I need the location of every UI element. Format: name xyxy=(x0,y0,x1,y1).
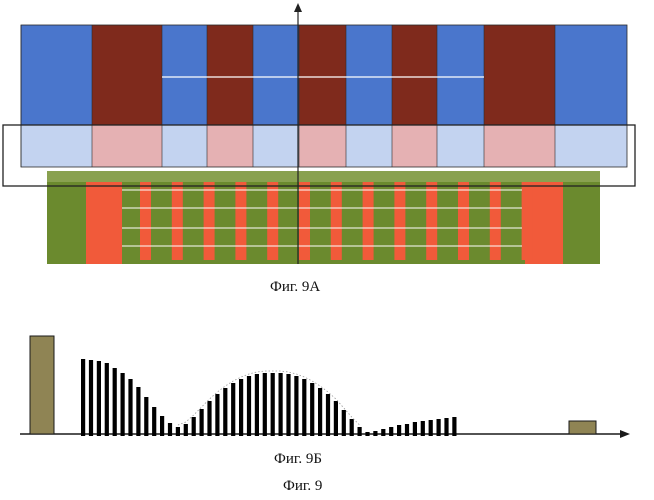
band-orange-stripe xyxy=(394,182,405,260)
signal-bar xyxy=(105,363,109,436)
stripe-blue xyxy=(21,25,92,125)
signal-bar xyxy=(184,424,188,436)
signal-bar xyxy=(318,388,322,436)
band-orange-stripe xyxy=(331,182,342,260)
signal-bar xyxy=(421,421,425,436)
signal-bar xyxy=(128,379,132,436)
stripe-red-light xyxy=(207,125,253,167)
stripe-blue xyxy=(555,25,627,125)
signal-bar xyxy=(263,373,267,436)
band-orange-stripe xyxy=(235,182,246,260)
signal-bar xyxy=(121,373,125,436)
stripe-red-light xyxy=(299,125,346,167)
band-orange-stripe xyxy=(522,182,533,260)
signal-bar xyxy=(405,424,409,436)
stripe-blue-light xyxy=(162,125,207,167)
signal-bar xyxy=(200,409,204,436)
signal-bar xyxy=(310,383,314,436)
signal-bar xyxy=(144,397,148,436)
caption-fig-9: Фиг. 9 xyxy=(283,478,322,495)
signal-bar xyxy=(89,360,93,436)
band-background xyxy=(47,171,600,264)
signal-bar xyxy=(334,401,338,436)
signal-bar xyxy=(192,417,196,436)
signal-bar xyxy=(429,420,433,436)
stripe-red-light xyxy=(92,125,162,167)
stripe-pattern xyxy=(21,25,627,167)
signal-bar xyxy=(231,383,235,436)
signal-bar xyxy=(176,427,180,436)
signal-bar xyxy=(350,419,354,436)
signal-bar xyxy=(239,379,243,436)
signal-bar xyxy=(81,359,85,436)
signal-bar xyxy=(255,374,259,436)
band-orange-stripe xyxy=(204,182,215,260)
signal-bar xyxy=(271,373,275,436)
signal-bar xyxy=(397,425,401,436)
signal-bar xyxy=(168,423,172,436)
end-bar-left xyxy=(30,336,54,434)
vertical-axis-arrow xyxy=(294,3,302,12)
figure-9a-diagram xyxy=(3,3,635,264)
stripe-blue xyxy=(253,25,299,125)
band-top-shade xyxy=(47,171,600,182)
x-axis-arrow xyxy=(620,430,630,438)
stripe-blue xyxy=(162,25,207,125)
band-orange-block xyxy=(86,182,122,264)
envelope-curve xyxy=(178,371,360,425)
stripe-blue-light xyxy=(437,125,484,167)
band-orange-stripe xyxy=(490,182,501,260)
signal-bar xyxy=(326,394,330,436)
caption-fig-9a: Фиг. 9А xyxy=(270,279,320,296)
stripe-red xyxy=(299,25,346,125)
signal-bar xyxy=(160,416,164,436)
signal-bar xyxy=(286,374,290,436)
caption-fig-9b: Фиг. 9Б xyxy=(274,451,322,468)
band-orange-stripe xyxy=(426,182,437,260)
stripe-blue-light xyxy=(555,125,627,167)
band-orange-stripe xyxy=(140,182,151,260)
signal-bar xyxy=(381,429,385,436)
stripe-blue-light xyxy=(346,125,392,167)
signal-bar xyxy=(389,427,393,436)
signal-bar xyxy=(452,417,456,436)
color-band xyxy=(47,171,600,264)
signal-bar xyxy=(215,394,219,436)
signal-bar xyxy=(413,422,417,436)
stripe-red xyxy=(207,25,253,125)
stripe-red xyxy=(92,25,162,125)
signal-bar xyxy=(279,373,283,436)
stripe-blue-light xyxy=(21,125,92,167)
signal-bar xyxy=(302,379,306,436)
stripe-blue xyxy=(437,25,484,125)
band-orange-stripe xyxy=(363,182,374,260)
signal-bar xyxy=(365,432,369,436)
stripe-red xyxy=(484,25,555,125)
band-orange-stripe xyxy=(172,182,183,260)
band-orange-stripe xyxy=(458,182,469,260)
stripe-red-light xyxy=(484,125,555,167)
signal-bar xyxy=(97,361,101,436)
stripe-blue xyxy=(346,25,392,125)
end-bar-right xyxy=(569,421,596,434)
signal-bar xyxy=(223,388,227,436)
figure-9b-chart xyxy=(20,336,630,438)
signal-bar xyxy=(152,407,156,436)
signal-bar xyxy=(437,419,441,436)
signal-bar xyxy=(444,418,448,436)
signal-bar xyxy=(247,376,251,436)
signal-bar xyxy=(207,401,211,436)
band-orange-stripe xyxy=(299,182,310,260)
signal-bar xyxy=(136,387,140,436)
signal-bar xyxy=(358,427,362,436)
signal-bar xyxy=(294,376,298,436)
signal-bar xyxy=(342,410,346,436)
signal-bar xyxy=(113,368,117,436)
stripe-blue-light xyxy=(253,125,299,167)
stripe-red-light xyxy=(392,125,437,167)
signal-bar xyxy=(373,431,377,436)
stripe-red xyxy=(392,25,437,125)
band-orange-stripe xyxy=(267,182,278,260)
